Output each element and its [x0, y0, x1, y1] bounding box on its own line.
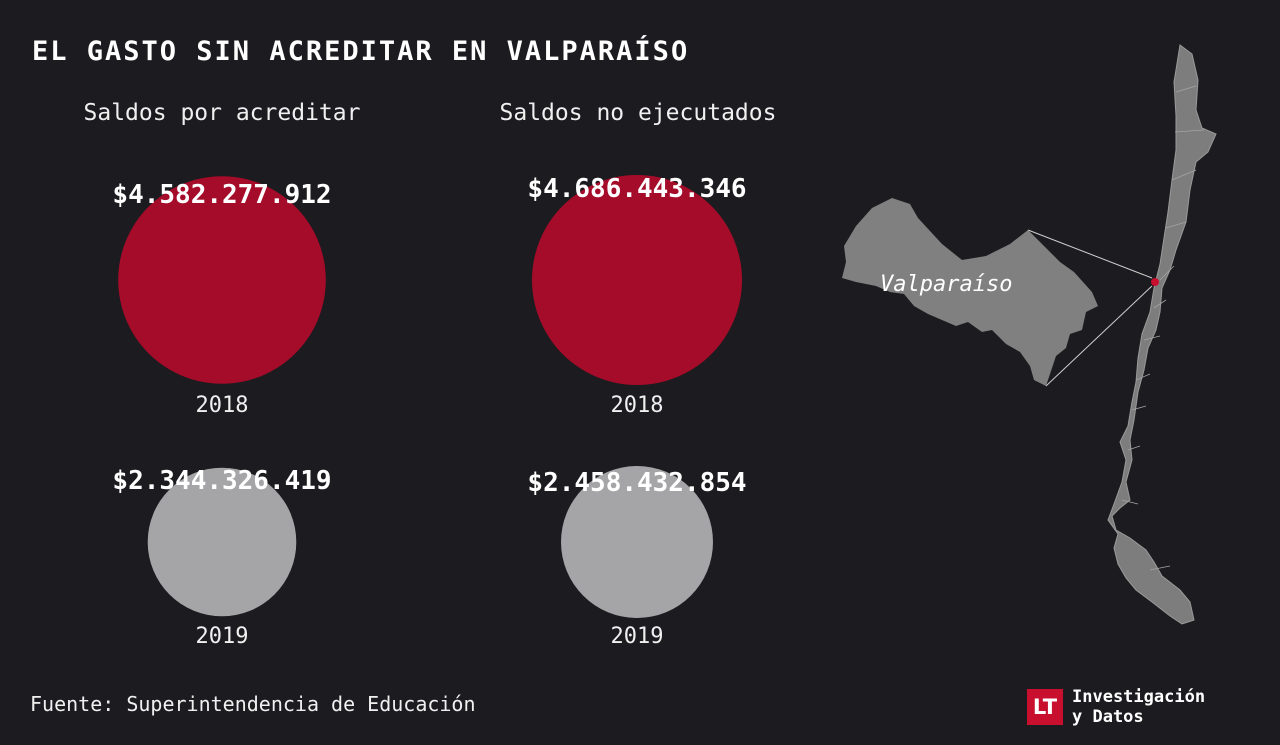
connector-line: [1045, 285, 1153, 387]
region-borders: [1121, 85, 1205, 571]
value-label: $2.344.326.419: [112, 466, 332, 496]
year-label: 2019: [610, 624, 664, 649]
column-title-saldos-por-acreditar: Saldos por acreditar: [83, 100, 361, 126]
bubble-2019: [147, 467, 297, 617]
connector-line: [1027, 229, 1153, 279]
source-note: Fuente: Superintendencia de Educación: [30, 692, 476, 716]
value-label: $4.582.277.912: [112, 180, 332, 210]
column-title-saldos-no-ejecutados: Saldos no ejecutados: [499, 100, 777, 126]
lt-logo-icon: LT: [1027, 689, 1063, 725]
value-label: $2.458.432.854: [527, 468, 747, 498]
chart-title: EL GASTO SIN ACREDITAR EN VALPARAÍSO: [32, 36, 690, 67]
brand-line-2: y Datos: [1072, 707, 1144, 727]
value-label: $4.686.443.346: [527, 174, 747, 204]
chile-country-shape: [1107, 44, 1217, 625]
year-label: 2019: [195, 624, 249, 649]
year-label: 2018: [195, 393, 249, 418]
region-label: Valparaíso: [880, 272, 1013, 297]
bubble-2018: [118, 176, 326, 384]
bubble-2019: [561, 466, 713, 618]
year-label: 2018: [610, 393, 664, 418]
bubble-2018: [532, 175, 742, 385]
brand-line-1: Investigación: [1072, 687, 1206, 707]
bubble-chart: [118, 175, 742, 618]
valparaiso-highlight-marker: [1151, 278, 1159, 286]
chile-map: [842, 44, 1217, 625]
brand-logo: LT Investigación y Datos: [1027, 687, 1205, 727]
valparaiso-region-shape: [842, 198, 1098, 386]
